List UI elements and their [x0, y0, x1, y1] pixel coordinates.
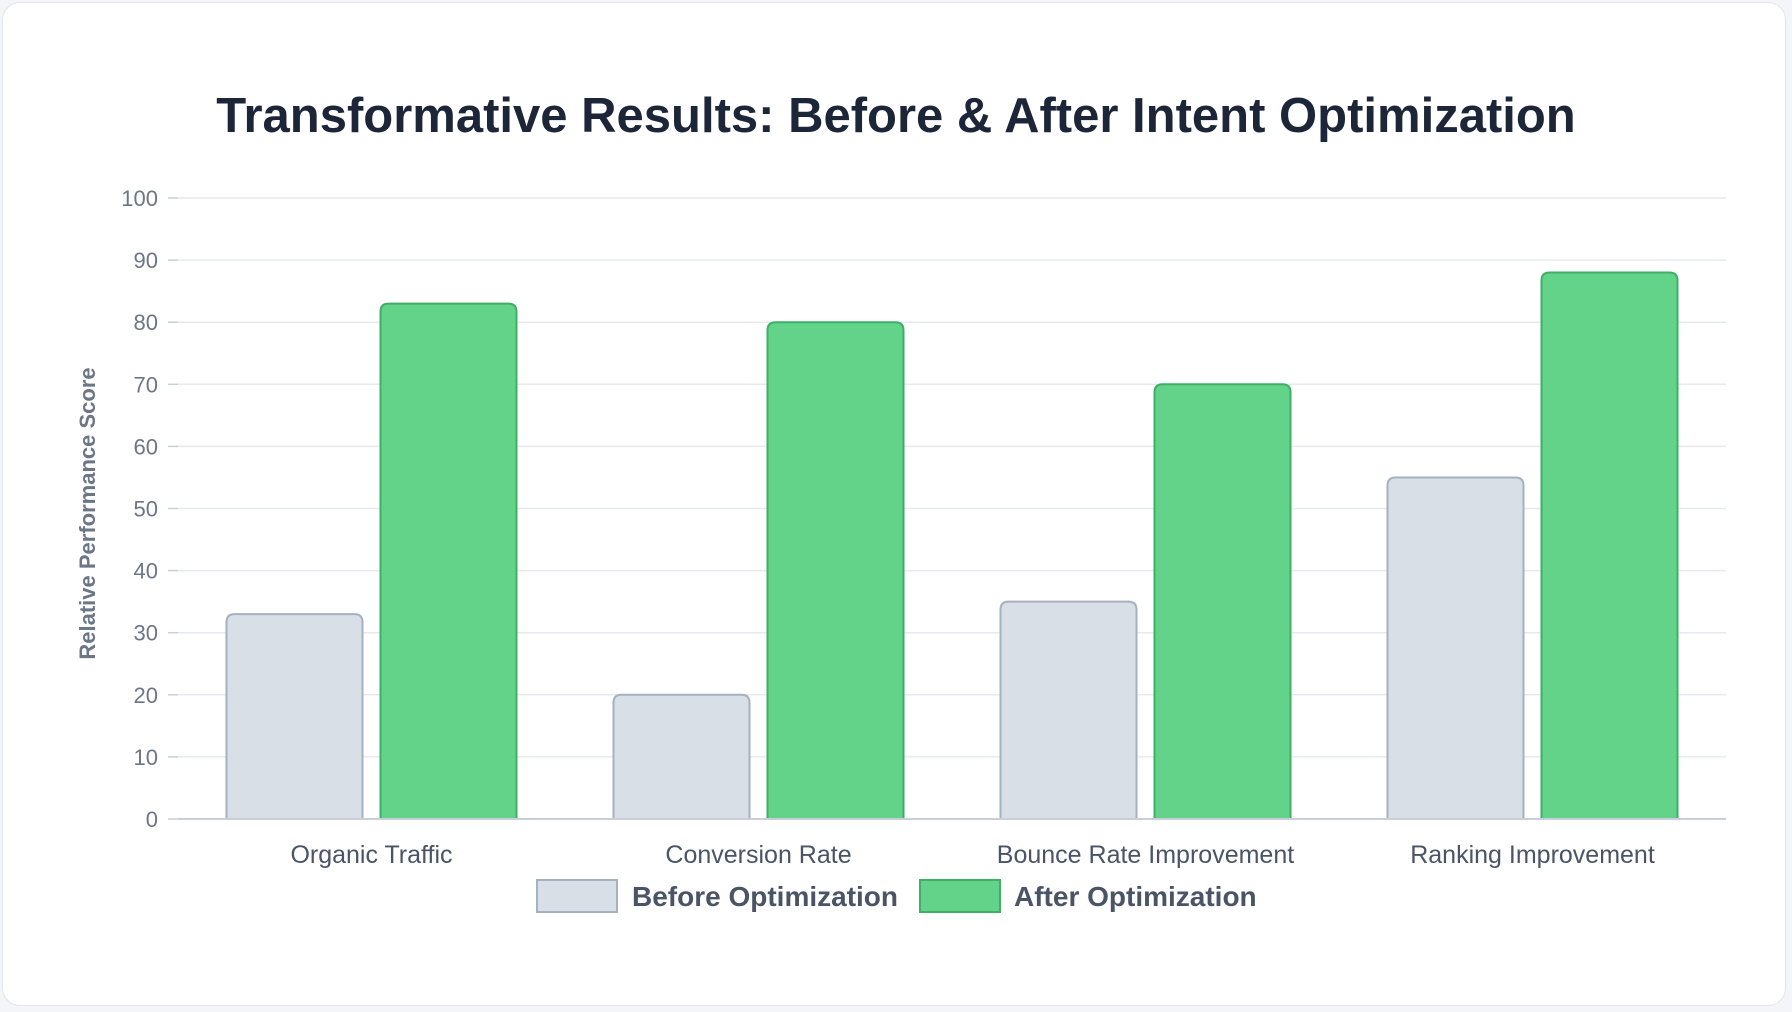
y-tick-label: 80	[134, 310, 158, 335]
legend-swatch-before[interactable]	[536, 879, 618, 913]
bar-before[interactable]	[1386, 476, 1525, 820]
chart-title: Transformative Results: Before & After I…	[216, 89, 1576, 143]
y-tick-label: 90	[134, 248, 158, 273]
bar-before[interactable]	[225, 613, 364, 820]
legend-swatch-after[interactable]	[919, 879, 1001, 913]
y-tick-label: 0	[146, 807, 158, 832]
y-tick-label: 60	[134, 434, 158, 459]
bar-after[interactable]	[379, 302, 518, 820]
y-tick-label: 30	[134, 621, 158, 646]
y-axis-ticks: 0 10 20 30 40 50 60 70 80 90 100	[121, 186, 178, 832]
y-tick-label: 100	[121, 186, 158, 211]
bar-after[interactable]	[1540, 271, 1679, 820]
y-tick-label: 20	[134, 683, 158, 708]
legend-label-before[interactable]: Before Optimization	[632, 881, 898, 912]
x-category-label: Conversion Rate	[665, 841, 851, 869]
y-tick-label: 40	[134, 559, 158, 584]
bar-before[interactable]	[612, 693, 751, 820]
y-tick-label: 50	[134, 497, 158, 522]
x-axis-labels: Organic Traffic Conversion Rate Bounce Rat…	[290, 841, 1654, 869]
legend-label-after[interactable]: After Optimization	[1014, 881, 1257, 912]
bar-after[interactable]	[766, 321, 905, 820]
legend: Before Optimization After Optimization	[536, 879, 1257, 913]
x-category-label: Ranking Improvement	[1410, 841, 1655, 869]
y-axis-title: Relative Performance Score	[75, 367, 100, 659]
y-tick-label: 70	[134, 372, 158, 397]
x-category-label: Organic Traffic	[290, 841, 452, 869]
bar-after[interactable]	[1153, 383, 1292, 820]
y-tick-label: 10	[134, 745, 158, 770]
bars	[225, 271, 1679, 820]
x-category-label: Bounce Rate Improvement	[997, 841, 1294, 869]
bar-before[interactable]	[999, 600, 1138, 820]
